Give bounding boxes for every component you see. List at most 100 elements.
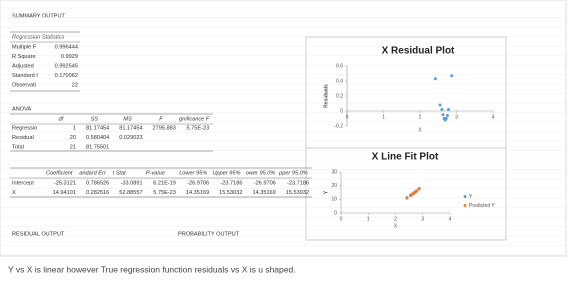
x-tick-label: 0 — [346, 114, 349, 120]
cell-value: -26.9706 — [254, 180, 276, 186]
point — [446, 108, 450, 111]
cell-value: 0.580404 — [86, 135, 109, 141]
x-tick-label: 1 — [382, 114, 385, 120]
y-tick-label: 0 — [340, 108, 343, 114]
column-header: MS — [123, 116, 132, 122]
row-label: Observati — [12, 82, 36, 88]
y-tick-label: 30 — [331, 169, 337, 175]
legend-marker — [463, 195, 467, 198]
cell-value: 0.786526 — [86, 180, 109, 186]
point — [438, 103, 442, 107]
x-tick-label: 3 — [455, 114, 458, 120]
column-header: pper 95.0% — [278, 170, 308, 176]
cell-value: 5.75E-23 — [186, 125, 209, 131]
column-header: gnificance F — [179, 116, 210, 122]
x-axis-label: X — [394, 223, 398, 229]
column-header: Lower 95% — [179, 170, 207, 176]
row-label: Adjusted — [12, 63, 34, 69]
sheet-title: SUMMARY OUTPUT — [12, 13, 66, 19]
section-heading: PROBABILITY OUTPUT — [178, 231, 240, 237]
y-tick-label: 20 — [331, 183, 337, 189]
x-axis-label: X — [418, 127, 422, 133]
y-tick-label: 10 — [331, 197, 337, 203]
point — [433, 77, 437, 81]
cell-value: 5.75E-23 — [153, 190, 176, 196]
legend-label: Y — [469, 194, 473, 200]
cell-value: 0.029023 — [119, 135, 142, 141]
y-tick-label: 0.4 — [336, 78, 343, 84]
x-tick-label: 4 — [449, 216, 452, 222]
x-tick-label: 2 — [419, 114, 422, 120]
cell-value: 14.35169 — [252, 190, 275, 196]
chart-box — [305, 147, 507, 241]
point — [444, 117, 448, 120]
section-heading: ANOVA — [12, 106, 31, 112]
cell-value: 81.75501 — [86, 144, 109, 150]
row-label: Regressio — [12, 125, 37, 131]
x-tick-label: 0 — [340, 216, 343, 222]
column-header: df — [59, 116, 65, 122]
cell-value: 15.53032 — [286, 190, 309, 196]
cell-value: -23.7186 — [220, 180, 242, 186]
cell-value: 0.9929 — [61, 54, 78, 60]
row-label: Residual — [12, 135, 34, 141]
column-header: Coefficient — [46, 170, 73, 176]
x-tick-label: 1 — [367, 216, 370, 222]
cell-value: -23.7186 — [287, 180, 309, 186]
caption: Y vs X is linear however True regression… — [8, 264, 296, 274]
point — [405, 196, 409, 200]
point — [450, 74, 454, 78]
cell-value: 2795.883 — [153, 125, 176, 131]
section-heading: RESIDUAL OUTPUT — [12, 231, 65, 237]
y-tick-label: -0.2 — [334, 123, 343, 129]
point — [445, 114, 449, 117]
point — [441, 113, 445, 117]
column-header: P-value — [146, 170, 165, 176]
cell-value: 0.170062 — [55, 73, 78, 79]
x-tick-label: 4 — [492, 114, 495, 120]
point — [415, 189, 419, 193]
cell-value: 20 — [70, 135, 76, 141]
section-heading: Regression Statistics — [12, 34, 64, 40]
cell-value: 1 — [73, 125, 76, 131]
y-tick-label: 0 — [334, 210, 337, 216]
legend-marker — [463, 204, 467, 207]
row-label: Intercept — [12, 180, 34, 186]
cell-value: 0.992545 — [55, 63, 78, 69]
x-tick-label: 2 — [394, 216, 397, 222]
row-label: Standard I — [12, 73, 38, 79]
row-label: R Square — [12, 54, 36, 60]
y-axis-label: Y — [323, 190, 329, 194]
column-header: SS — [91, 116, 99, 122]
chart-title: X Line Fit Plot — [372, 152, 439, 163]
row-label: Total — [12, 144, 24, 150]
row-label: X — [12, 190, 16, 196]
row-label: Multiple F — [12, 44, 37, 50]
legend-label: Predicted Y — [469, 203, 495, 209]
cell-value: 52.88557 — [119, 190, 142, 196]
chart-title: X Residual Plot — [382, 46, 455, 57]
cell-value: -26.9706 — [187, 180, 209, 186]
cell-value: 81.17454 — [119, 125, 142, 131]
cell-value: 14.35169 — [186, 190, 209, 196]
y-tick-label: 0.2 — [336, 93, 343, 99]
cell-value: 0.282516 — [86, 190, 109, 196]
cell-value: -25.3121 — [54, 180, 76, 186]
column-header: F — [159, 116, 163, 122]
cell-value: 22 — [72, 82, 78, 88]
column-header: andard Err — [79, 170, 107, 176]
column-header: t Stat — [113, 170, 127, 176]
column-header: ower 95.0% — [246, 170, 276, 176]
cell-value: 81.17454 — [86, 125, 109, 131]
cell-value: 15.53032 — [219, 190, 242, 196]
y-tick-label: 0.6 — [336, 63, 343, 69]
cell-value: 0.996444 — [55, 44, 78, 50]
y-axis-label: Residuals — [323, 84, 329, 108]
cell-value: 6.21E-19 — [153, 180, 176, 186]
cell-value: 21 — [70, 144, 76, 150]
cell-value: 14.94101 — [53, 190, 76, 196]
point — [417, 187, 421, 191]
cell-value: -33.0891 — [121, 180, 143, 186]
x-tick-label: 3 — [421, 216, 424, 222]
